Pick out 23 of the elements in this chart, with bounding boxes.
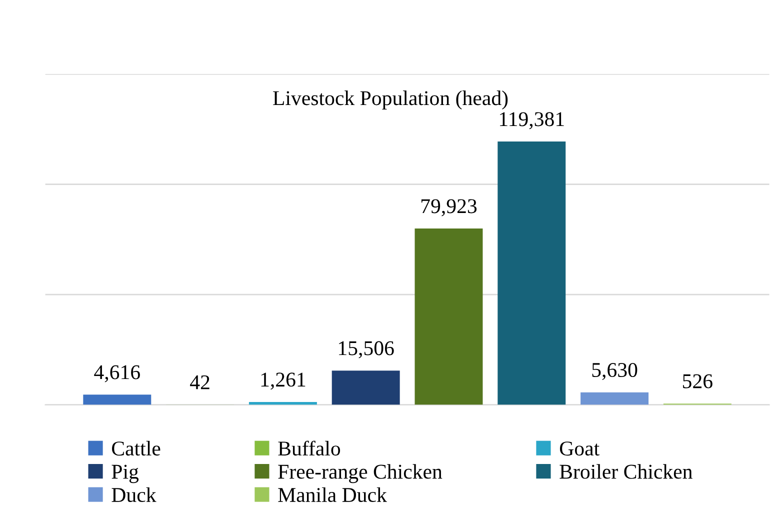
data-label: 4,616 [94, 365, 140, 382]
data-label: 15,506 [339, 341, 394, 358]
text: Livestock Population (head) [273, 90, 508, 110]
legend-label: Duck [112, 487, 156, 502]
legend-label: Manila Duck [278, 487, 387, 502]
bar [248, 402, 317, 405]
data-label: 526 [683, 374, 712, 388]
bar [414, 228, 483, 405]
data-label: 79,923 [421, 199, 477, 216]
data-label: 42 [190, 375, 210, 390]
legend-label: Pig [112, 464, 139, 484]
legend-label: Buffalo [278, 440, 340, 456]
bar [498, 142, 566, 405]
bar [332, 370, 400, 405]
data-label: 1,261 [261, 372, 306, 390]
legend-label: Goat [560, 442, 600, 456]
legend-label: Cattle [112, 440, 160, 456]
bar [83, 394, 152, 405]
legend-label: Broiler Chicken [560, 464, 692, 479]
bar [580, 392, 649, 405]
legend-label: Free-range Chicken [278, 464, 442, 484]
data-label: 5,630 [592, 362, 638, 380]
data-label: 119,381 [500, 112, 564, 130]
